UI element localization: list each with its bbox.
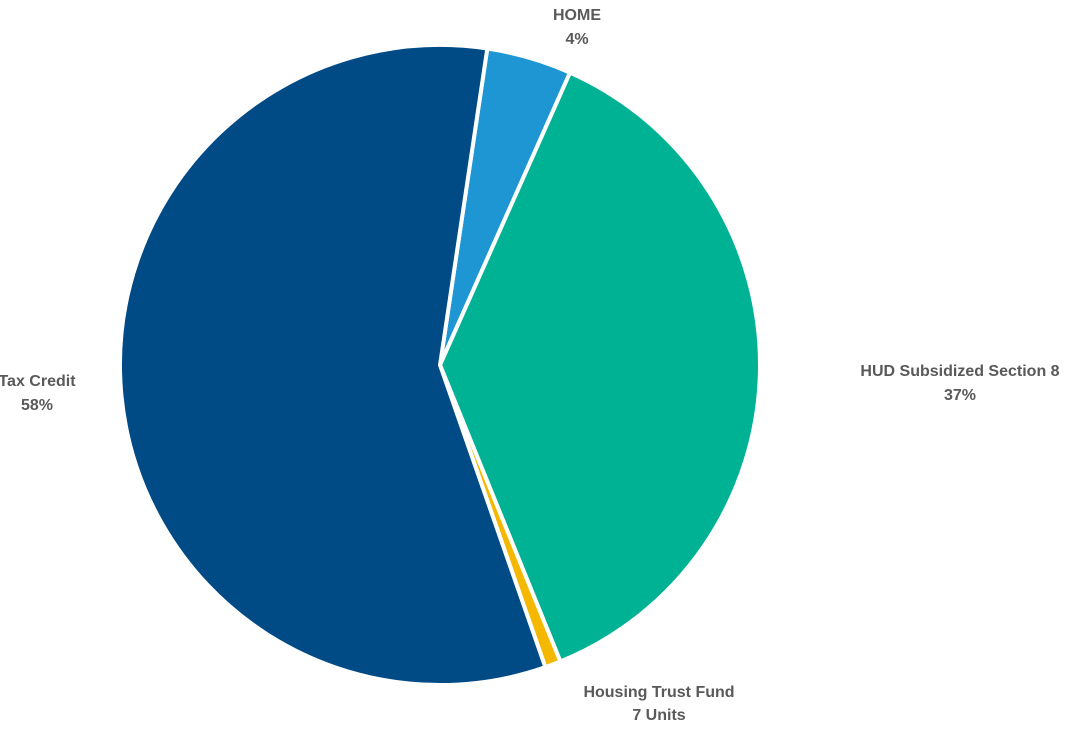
slice-value-housing-trust-fund: 7 Units — [632, 707, 685, 724]
slice-value-hud-section-8: 37% — [944, 387, 976, 404]
slice-value-tax-credit: 58% — [21, 397, 53, 414]
slice-label-hud-section-8: HUD Subsidized Section 8 — [860, 363, 1059, 380]
slices-layer — [118, 43, 762, 687]
labels-layer: HOME 4% HUD Subsidized Section 8 37% Hou… — [0, 7, 1060, 724]
pie-slice-hud-subsidized-section-8 — [438, 70, 762, 664]
slice-label-housing-trust-fund: Housing Trust Fund — [583, 684, 734, 701]
slice-label-home: HOME — [553, 7, 601, 24]
pie-slice-tax-credit — [118, 43, 548, 687]
slice-value-home: 4% — [565, 31, 588, 48]
slice-label-tax-credit: Tax Credit — [0, 373, 76, 390]
